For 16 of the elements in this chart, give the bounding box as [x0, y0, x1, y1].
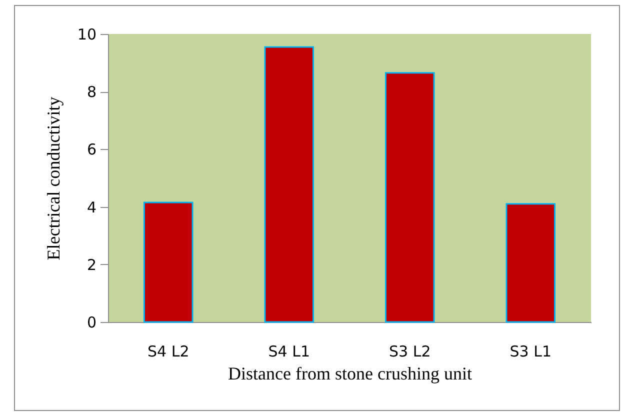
y-tick-label: 6: [86, 140, 96, 159]
x-axis-title: Distance from stone crushing unit: [228, 364, 472, 384]
x-tick-label: S4 L2: [148, 342, 190, 360]
bar: [264, 46, 314, 323]
x-tick-label: S3 L1: [510, 342, 552, 360]
bar: [143, 202, 194, 323]
y-tick-label: 8: [86, 83, 96, 102]
y-tick-label: 4: [86, 198, 96, 216]
y-tick-label: 2: [86, 256, 96, 274]
y-axis-title: Electrical conductivity: [43, 96, 64, 260]
x-tick-label: S4 L1: [268, 342, 310, 360]
y-tick-label: 10: [77, 26, 96, 44]
x-tick-label: S3 L2: [389, 342, 431, 360]
bar: [384, 72, 435, 323]
y-tick-label: 0: [86, 314, 96, 332]
bar: [506, 203, 556, 323]
